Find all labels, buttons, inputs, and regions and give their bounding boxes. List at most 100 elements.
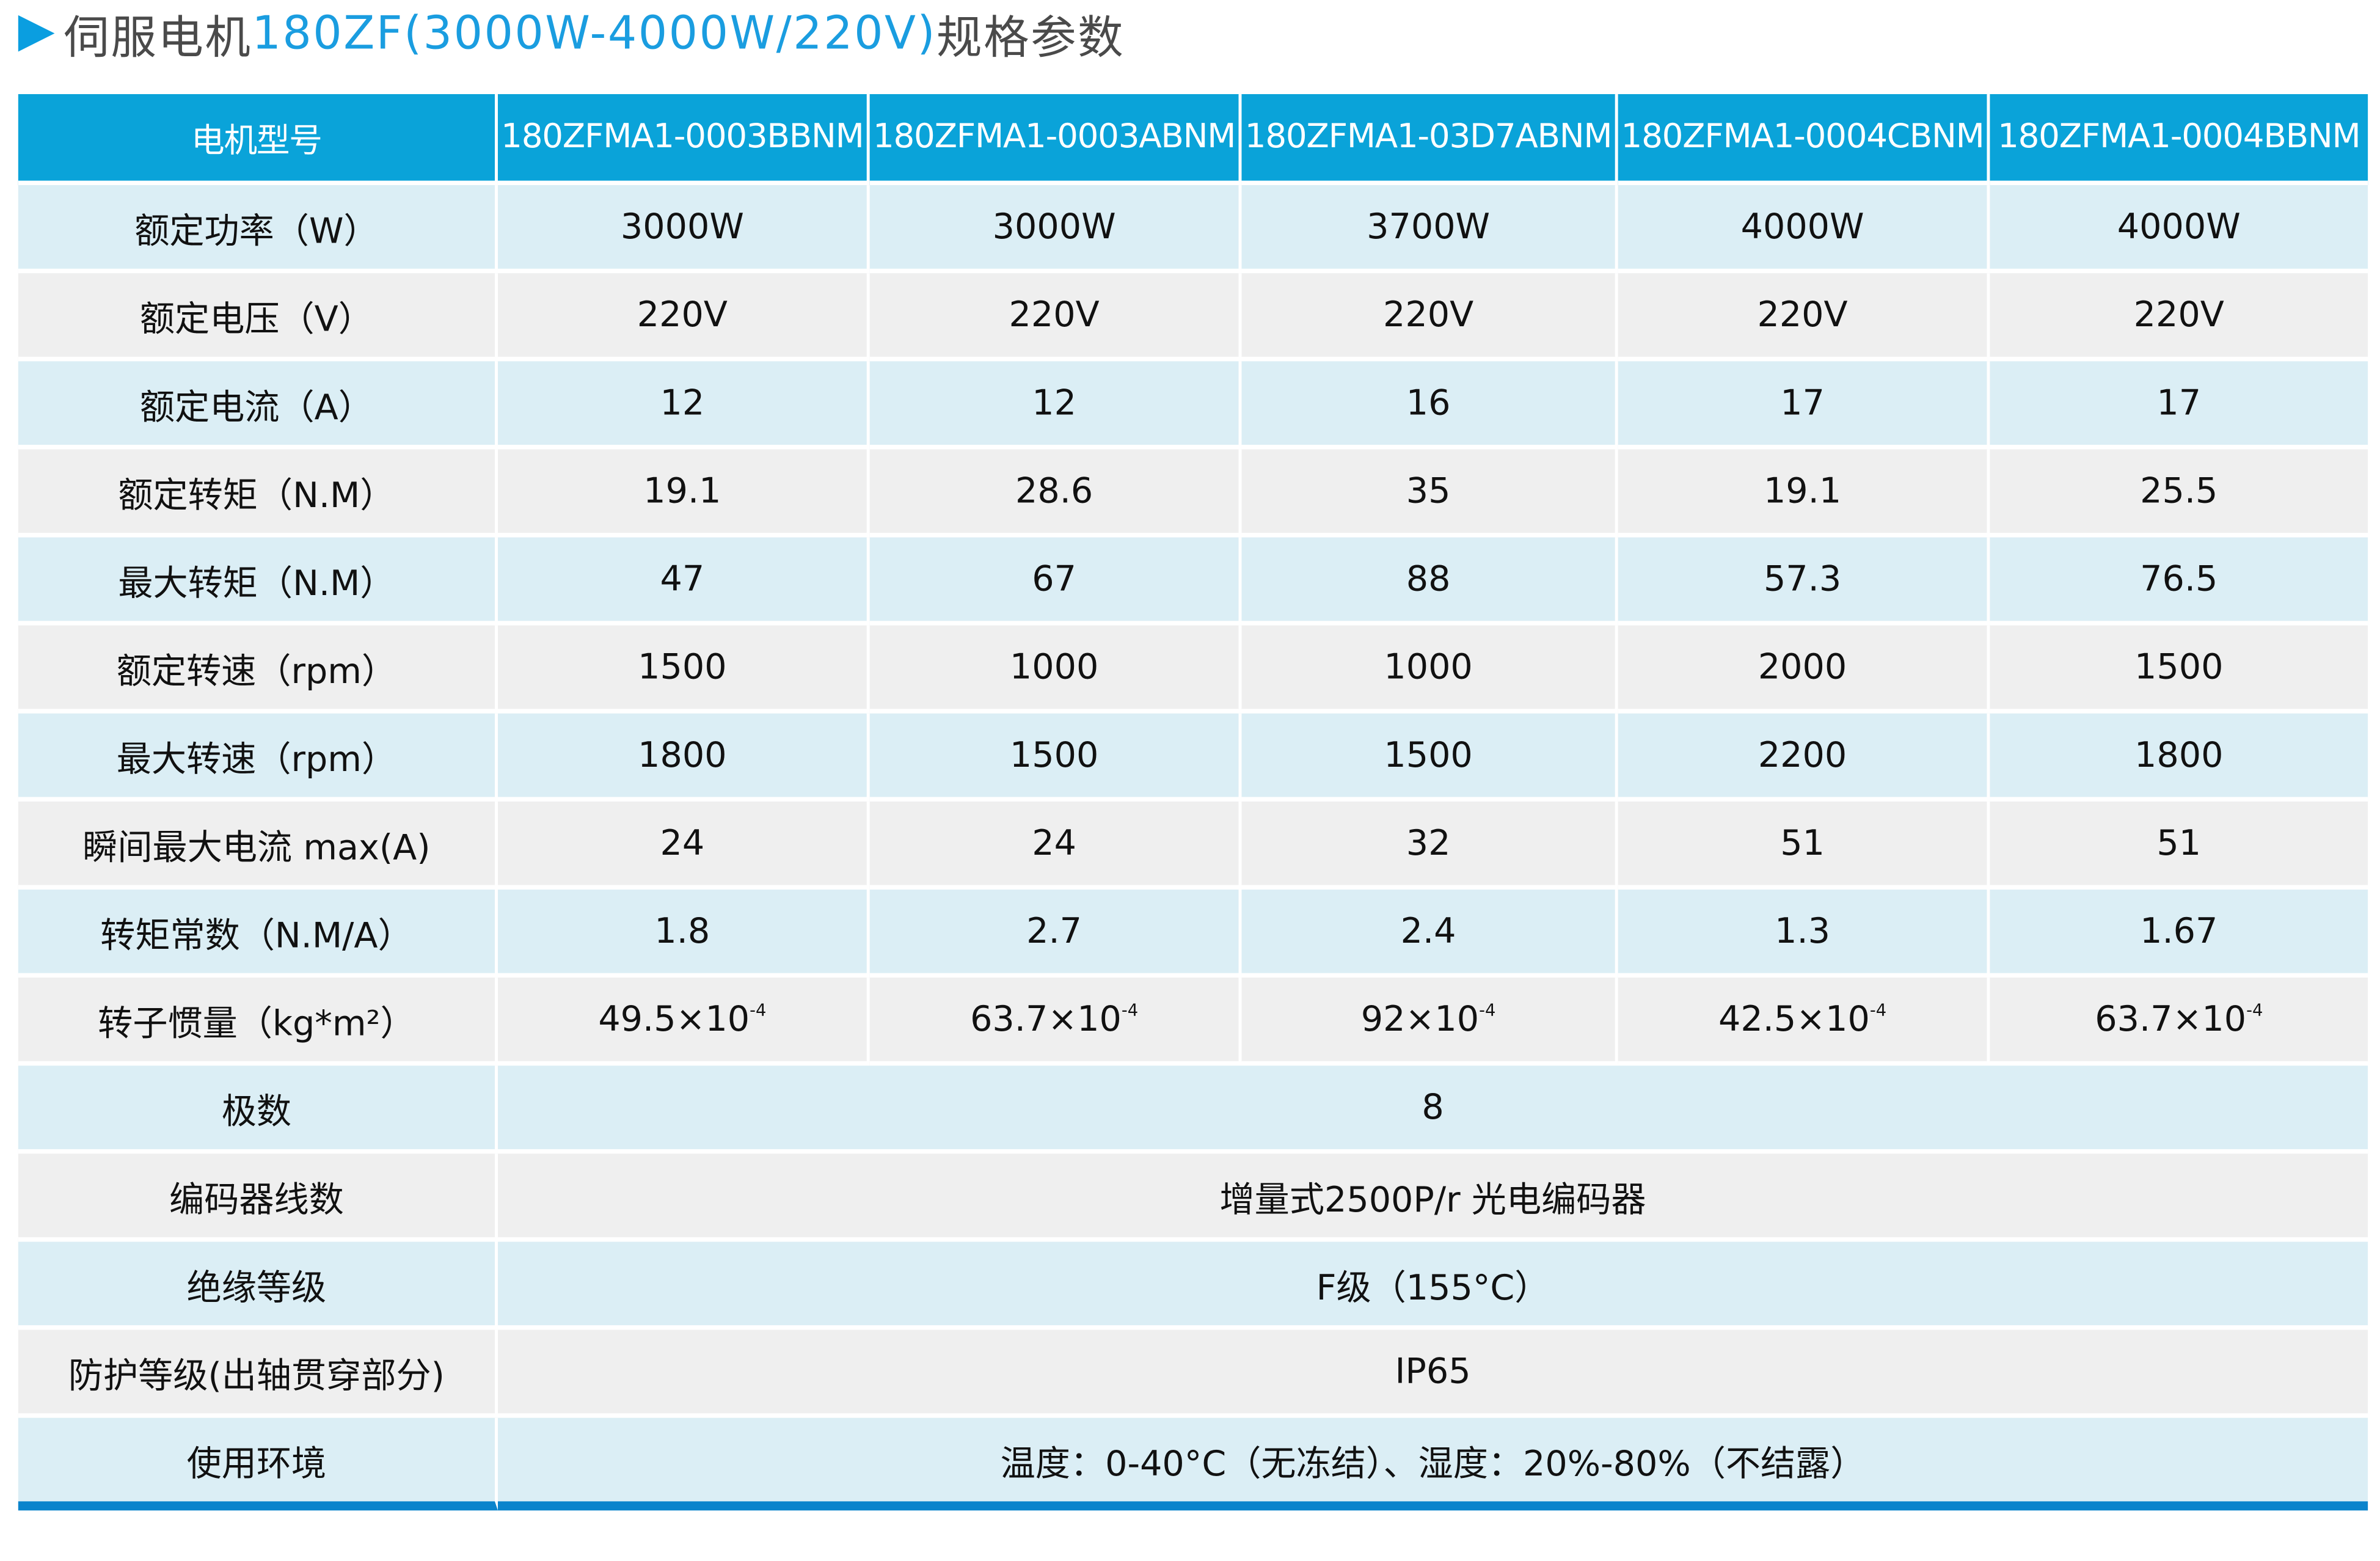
cell-value: 28.6 (869, 449, 1242, 538)
cell-value: 49.5×10-4 (497, 978, 870, 1066)
cell-value: 47 (497, 537, 870, 626)
cell-value: 1.3 (1618, 890, 1990, 978)
value-exponent: -4 (2246, 1000, 2263, 1020)
row-label: 绝缘等级 (18, 1241, 498, 1330)
cell-value: 88 (1241, 537, 1618, 626)
cell-value: 3000W (497, 185, 870, 274)
header-model: 180ZFMA1-0004CBNM (1618, 94, 1990, 186)
cell-value: 24 (497, 801, 870, 890)
cell-value: 63.7×10-4 (869, 978, 1242, 1066)
cell-value: 16 (1241, 361, 1618, 450)
cell-value: 19.1 (1618, 449, 1990, 538)
cell-value: 42.5×10-4 (1618, 978, 1990, 1066)
cell-value: 220V (497, 273, 870, 362)
page-title: 伺服电机 180ZF(3000W-4000W/220V) 规格参数 (18, 3, 1125, 65)
value-exponent: -4 (1121, 1000, 1139, 1020)
cell-value: 19.1 (497, 449, 870, 538)
cell-value: 51 (1990, 801, 2368, 890)
header-model: 180ZFMA1-0003BBNM (497, 94, 870, 186)
header-model: 180ZFMA1-0004BBNM (1990, 94, 2368, 186)
row-label: 额定电流（A） (18, 361, 498, 450)
merged-value: 温度：0-40°C（无冻结）、湿度：20%-80%（不结露） (497, 1417, 2368, 1511)
cell-value: 220V (1618, 273, 1990, 362)
cell-value: 57.3 (1618, 537, 1990, 626)
cell-value: 220V (1241, 273, 1618, 362)
merged-value: IP65 (497, 1329, 2368, 1418)
cell-value: 1800 (1990, 713, 2368, 802)
table-row: 最大转矩（N.M） 47 67 88 57.3 76.5 (18, 537, 2368, 626)
cell-value: 4000W (1618, 185, 1990, 274)
value-exponent: -4 (750, 1000, 767, 1020)
cell-value: 1500 (1990, 625, 2368, 714)
value-exponent: -4 (1479, 1000, 1496, 1020)
merged-value: 增量式2500P/r 光电编码器 (497, 1153, 2368, 1242)
table-row: 额定功率（W） 3000W 3000W 3700W 4000W 4000W (18, 185, 2368, 274)
table-row: 极数 8 (18, 1066, 2368, 1154)
cell-value: 2000 (1618, 625, 1990, 714)
row-label: 转矩常数（N.M/A） (18, 890, 498, 978)
title-prefix: 伺服电机 (64, 12, 252, 65)
table-row: 瞬间最大电流 max(A) 24 24 32 51 51 (18, 801, 2368, 890)
cell-value: 51 (1618, 801, 1990, 890)
cell-value: 1500 (869, 713, 1242, 802)
cell-value: 12 (497, 361, 870, 450)
row-label: 使用环境 (18, 1417, 498, 1511)
cell-value: 67 (869, 537, 1242, 626)
row-label: 额定转速（rpm） (18, 625, 498, 714)
cell-value: 17 (1618, 361, 1990, 450)
cell-value: 2.7 (869, 890, 1242, 978)
row-label: 最大转矩（N.M） (18, 537, 498, 626)
cell-value: 92×10-4 (1241, 978, 1618, 1066)
cell-value: 35 (1241, 449, 1618, 538)
spec-table: 电机型号 180ZFMA1-0003BBNM 180ZFMA1-0003ABNM 18… (18, 94, 2368, 1511)
cell-value: 1500 (1241, 713, 1618, 802)
header-label: 电机型号 (18, 94, 498, 186)
cell-value: 2.4 (1241, 890, 1618, 978)
header-model: 180ZFMA1-03D7ABNM (1241, 94, 1618, 186)
merged-value: F级（155°C） (497, 1241, 2368, 1330)
triangle-arrow-icon (18, 15, 55, 52)
cell-value: 17 (1990, 361, 2368, 450)
table-row: 防护等级(出轴贯穿部分) IP65 (18, 1329, 2368, 1418)
table-row: 额定电压（V） 220V 220V 220V 220V 220V (18, 273, 2368, 362)
table-row: 使用环境 温度：0-40°C（无冻结）、湿度：20%-80%（不结露） (18, 1417, 2368, 1511)
row-label: 最大转速（rpm） (18, 713, 498, 802)
row-label: 防护等级(出轴贯穿部分) (18, 1329, 498, 1418)
cell-value: 220V (869, 273, 1242, 362)
row-label: 额定功率（W） (18, 185, 498, 274)
table-row: 最大转速（rpm） 1800 1500 1500 2200 1800 (18, 713, 2368, 802)
title-suffix: 规格参数 (936, 12, 1125, 65)
value-exponent: -4 (1869, 1000, 1887, 1020)
table-row: 额定电流（A） 12 12 16 17 17 (18, 361, 2368, 450)
row-label: 极数 (18, 1066, 498, 1154)
cell-value: 220V (1990, 273, 2368, 362)
cell-value: 4000W (1990, 185, 2368, 274)
value-base: 63.7×10 (970, 1000, 1122, 1039)
row-label: 转子惯量（kg*m²） (18, 978, 498, 1066)
row-label: 额定电压（V） (18, 273, 498, 362)
merged-value: 8 (497, 1066, 2368, 1154)
title-model: 180ZF(3000W-4000W/220V) (252, 7, 937, 60)
header-row: 电机型号 180ZFMA1-0003BBNM 180ZFMA1-0003ABNM 18… (18, 94, 2368, 186)
cell-value: 25.5 (1990, 449, 2368, 538)
cell-value: 1.67 (1990, 890, 2368, 978)
table-row: 额定转速（rpm） 1500 1000 1000 2000 1500 (18, 625, 2368, 714)
value-base: 49.5×10 (598, 1000, 750, 1039)
value-base: 42.5×10 (1718, 1000, 1870, 1039)
value-base: 92×10 (1360, 1000, 1480, 1039)
table-row: 绝缘等级 F级（155°C） (18, 1241, 2368, 1330)
cell-value: 63.7×10-4 (1990, 978, 2368, 1066)
table-row: 编码器线数 增量式2500P/r 光电编码器 (18, 1153, 2368, 1242)
cell-value: 12 (869, 361, 1242, 450)
cell-value: 3700W (1241, 185, 1618, 274)
table-row: 转子惯量（kg*m²） 49.5×10-4 63.7×10-4 92×10-4 42.5… (18, 978, 2368, 1066)
cell-value: 1000 (869, 625, 1242, 714)
cell-value: 1000 (1241, 625, 1618, 714)
value-base: 63.7×10 (2095, 1000, 2247, 1039)
row-label: 编码器线数 (18, 1153, 498, 1242)
cell-value: 1800 (497, 713, 870, 802)
cell-value: 2200 (1618, 713, 1990, 802)
table-row: 额定转矩（N.M） 19.1 28.6 35 19.1 25.5 (18, 449, 2368, 538)
table-row: 转矩常数（N.M/A） 1.8 2.7 2.4 1.3 1.67 (18, 890, 2368, 978)
